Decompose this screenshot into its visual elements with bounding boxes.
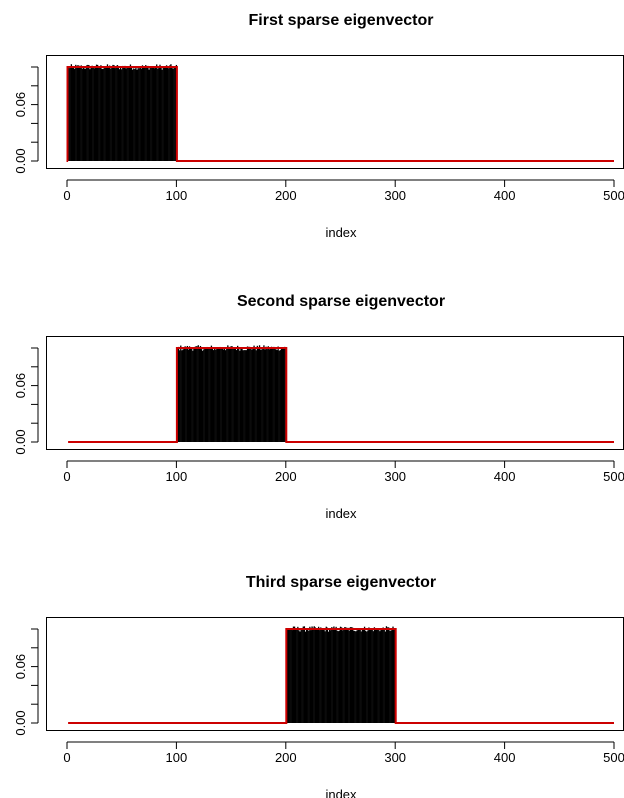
true-eigenvector-line bbox=[68, 628, 614, 724]
x-tick-label: 300 bbox=[384, 469, 406, 484]
x-tick-label: 0 bbox=[63, 469, 70, 484]
x-tick-label: 0 bbox=[63, 750, 70, 765]
bar-series bbox=[176, 345, 287, 442]
x-tick-label: 300 bbox=[384, 750, 406, 765]
x-axis-label: index bbox=[325, 225, 357, 240]
y-tick-label: 0.00 bbox=[13, 148, 28, 173]
chart-title: First sparse eigenvector bbox=[249, 12, 434, 29]
true-eigenvector-line bbox=[66, 66, 614, 162]
x-tick-label: 200 bbox=[275, 469, 297, 484]
y-tick-label: 0.06 bbox=[13, 654, 28, 679]
bar-series bbox=[67, 64, 178, 161]
chart-title: Third sparse eigenvector bbox=[246, 574, 436, 591]
panel-3: Third sparse eigenvector 0 100 200 300 400 500… bbox=[13, 574, 624, 798]
x-tick-label: 300 bbox=[384, 188, 406, 203]
x-tick-label: 200 bbox=[275, 188, 297, 203]
y-tick-label: 0.06 bbox=[13, 373, 28, 398]
x-axis-label: index bbox=[325, 506, 357, 521]
y-tick-label: 0.00 bbox=[13, 429, 28, 454]
true-eigenvector-line bbox=[68, 347, 614, 443]
x-tick-label: 100 bbox=[166, 750, 188, 765]
x-tick-label: 0 bbox=[63, 188, 70, 203]
x-tick-label: 500 bbox=[603, 188, 624, 203]
x-tick-label: 100 bbox=[166, 469, 188, 484]
x-axis-label: index bbox=[325, 787, 357, 798]
x-tick-label: 400 bbox=[494, 469, 516, 484]
x-tick-label: 400 bbox=[494, 188, 516, 203]
x-tick-label: 100 bbox=[166, 188, 188, 203]
panel-1: First sparse eigenvector 0 100 200 300 400 500… bbox=[13, 12, 624, 240]
y-tick-label: 0.00 bbox=[13, 710, 28, 735]
panel-2: Second sparse eigenvector 0 100 200 300 400 50… bbox=[13, 293, 624, 521]
x-tick-label: 500 bbox=[603, 750, 624, 765]
y-tick-label: 0.06 bbox=[13, 92, 28, 117]
x-tick-label: 200 bbox=[275, 750, 297, 765]
bar-series bbox=[286, 626, 396, 723]
plot-box bbox=[46, 336, 624, 450]
chart-title: Second sparse eigenvector bbox=[237, 293, 445, 310]
x-tick-label: 400 bbox=[494, 750, 516, 765]
x-tick-label: 500 bbox=[603, 469, 624, 484]
